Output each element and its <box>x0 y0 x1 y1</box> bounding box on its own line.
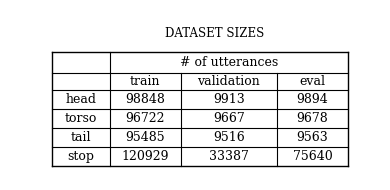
Text: 9913: 9913 <box>213 93 245 106</box>
Text: train: train <box>130 75 160 88</box>
Text: head: head <box>65 93 96 106</box>
Text: stop: stop <box>67 150 94 163</box>
Text: 96722: 96722 <box>126 112 165 125</box>
Text: 9894: 9894 <box>297 93 328 106</box>
Text: 120929: 120929 <box>121 150 169 163</box>
Text: 95485: 95485 <box>125 131 165 144</box>
Text: tail: tail <box>71 131 91 144</box>
Text: 98848: 98848 <box>125 93 165 106</box>
Text: eval: eval <box>300 75 326 88</box>
Text: 9563: 9563 <box>297 131 328 144</box>
Text: 9516: 9516 <box>213 131 245 144</box>
Text: 9678: 9678 <box>297 112 328 125</box>
Text: 75640: 75640 <box>292 150 332 163</box>
Text: DATASET SIZES: DATASET SIZES <box>165 27 264 40</box>
Text: torso: torso <box>65 112 97 125</box>
Text: # of utterances: # of utterances <box>180 56 278 69</box>
Text: 33387: 33387 <box>209 150 249 163</box>
Text: 9667: 9667 <box>213 112 245 125</box>
Text: validation: validation <box>197 75 260 88</box>
